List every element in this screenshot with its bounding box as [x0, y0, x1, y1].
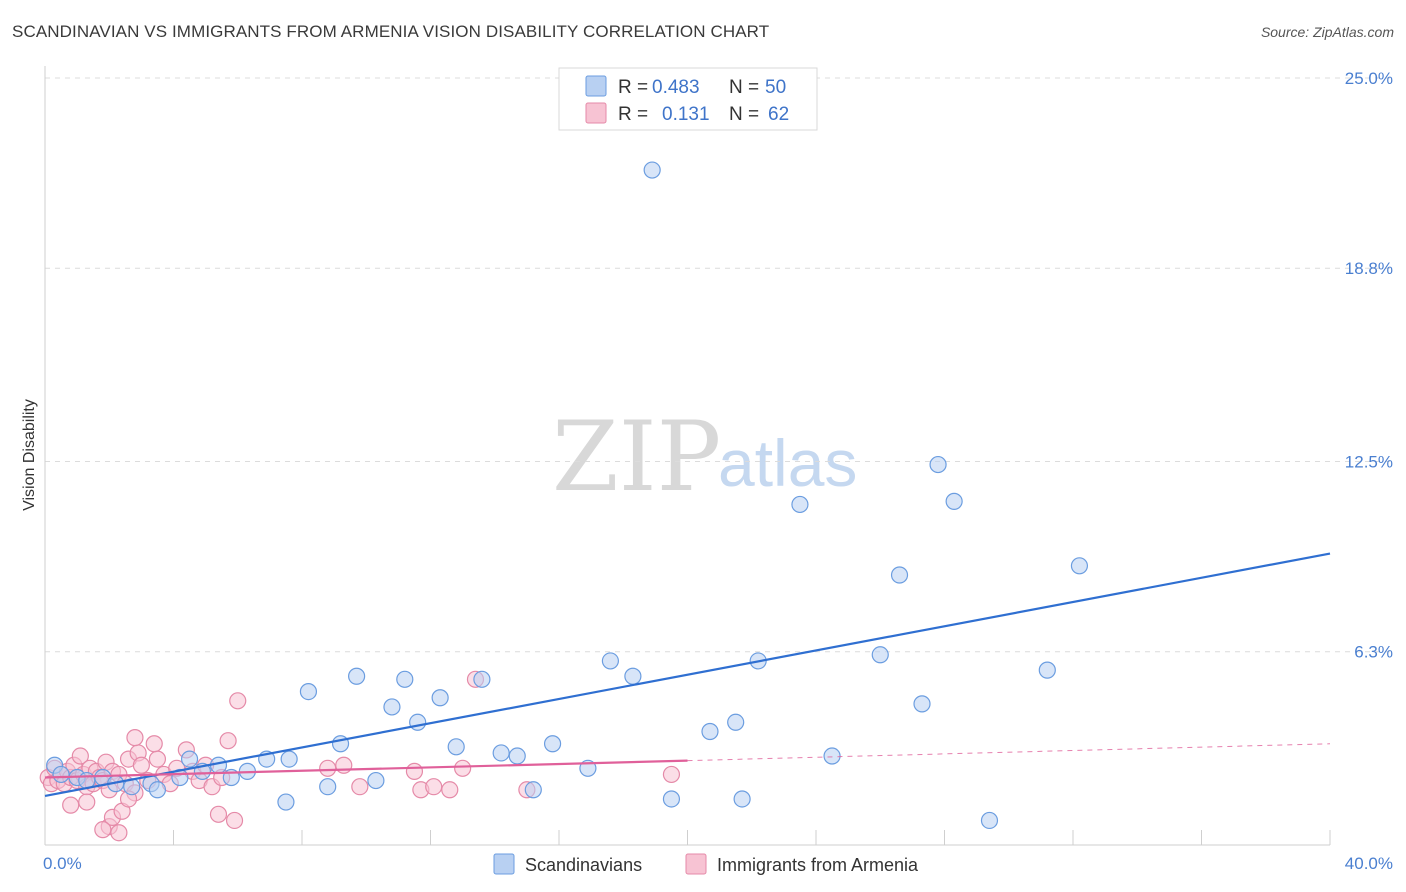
point-scandinavians-21	[348, 667, 366, 685]
y-tick-label-2: 18.8%	[1345, 259, 1393, 278]
point-scandinavians-38	[701, 722, 719, 741]
point-scandinavians-10	[180, 750, 199, 768]
point-armenia-26	[78, 793, 96, 811]
point-scandinavians-23	[383, 698, 401, 716]
point-scandinavians-47	[929, 455, 947, 474]
y-tick-labels: 6.3% 12.5% 18.8% 25.0%	[1345, 69, 1393, 662]
legend-r-label-1: R =	[618, 104, 648, 125]
grid	[45, 77, 1390, 653]
point-scandinavians-34	[601, 652, 620, 670]
point-scandinavians-50	[1038, 661, 1056, 679]
point-armenia-10	[71, 747, 89, 765]
point-armenia-31	[110, 824, 128, 842]
legend-n-value-1: 62	[768, 104, 789, 125]
point-scandinavians-27	[447, 738, 465, 756]
point-armenia-55	[405, 762, 424, 780]
bottom-legend-label-armenia: Immigrants from Armenia	[717, 855, 919, 875]
point-scandinavians-35	[624, 667, 642, 685]
watermark: ZIP atlas	[552, 401, 857, 513]
legend-n-label-1: N =	[729, 104, 759, 125]
point-armenia-36	[148, 750, 167, 768]
point-scandinavians-28	[473, 670, 491, 688]
point-scandinavians-39	[727, 713, 745, 731]
point-armenia-48	[219, 732, 237, 750]
point-scandinavians-31	[524, 781, 542, 799]
y-tick-label-1: 12.5%	[1345, 453, 1393, 472]
point-armenia-58	[441, 781, 459, 799]
y-axis-label: Vision Disability	[21, 399, 38, 511]
point-armenia-49	[229, 692, 247, 710]
point-scandinavians-45	[890, 566, 909, 584]
data-points	[39, 161, 1089, 842]
x-tick-label-1: 40.0%	[1345, 854, 1393, 873]
bottom-legend-swatch-scandinavians	[493, 853, 515, 875]
bottom-legend-swatch-armenia	[685, 853, 707, 875]
bottom-legend-label-scandinavians: Scandinavians	[525, 855, 642, 875]
point-scandinavians-37	[662, 790, 681, 808]
point-armenia-52	[319, 759, 337, 777]
point-scandinavians-43	[823, 747, 841, 765]
axes	[44, 66, 1331, 846]
trend-line-armenia	[44, 759, 688, 779]
legend-n-value-0: 50	[765, 77, 786, 98]
point-armenia-41	[145, 735, 163, 753]
point-scandinavians-19	[319, 778, 337, 796]
point-scandinavians-48	[945, 492, 963, 510]
point-scandinavians-24	[396, 670, 414, 688]
legend-swatch-scandinavians	[585, 75, 607, 97]
point-scandinavians-8	[148, 781, 167, 799]
point-scandinavians-22	[367, 771, 385, 790]
point-armenia-25	[62, 796, 80, 814]
point-armenia-62	[662, 765, 681, 784]
point-scandinavians-32	[543, 735, 562, 753]
point-scandinavians-40	[733, 790, 751, 808]
point-scandinavians-30	[508, 747, 526, 765]
point-armenia-59	[454, 759, 472, 777]
point-armenia-30	[94, 821, 112, 839]
legend-r-value-0: 0.483	[652, 77, 700, 98]
point-armenia-57	[425, 778, 443, 796]
point-scandinavians-44	[871, 646, 889, 664]
point-armenia-54	[351, 778, 369, 796]
legend-swatch-armenia	[585, 102, 607, 124]
point-scandinavians-42	[791, 495, 809, 514]
point-armenia-34	[132, 756, 150, 774]
point-armenia-40	[126, 729, 144, 747]
watermark-atlas: atlas	[718, 426, 857, 500]
point-scandinavians-16	[277, 793, 295, 811]
x-tick-label-0: 0.0%	[43, 854, 82, 873]
point-scandinavians-18	[299, 682, 318, 701]
y-tick-label-3: 25.0%	[1345, 69, 1393, 88]
point-scandinavians-25	[409, 713, 427, 731]
chart-title: SCANDINAVIAN VS IMMIGRANTS FROM ARMENIA …	[12, 22, 770, 41]
trend-lines	[44, 552, 1331, 797]
point-scandinavians-36	[643, 161, 661, 179]
legend-box: R = 0.483 N = 50 R = 0.131 N = 62	[558, 67, 818, 131]
point-scandinavians-17	[280, 750, 298, 768]
source-credit: Source: ZipAtlas.com	[1260, 24, 1394, 40]
legend-n-label-0: N =	[729, 77, 759, 98]
point-scandinavians-46	[913, 695, 931, 713]
y-tick-label-0: 6.3%	[1354, 643, 1393, 662]
legend-r-label-0: R =	[618, 77, 648, 98]
point-scandinavians-1	[52, 765, 70, 784]
point-armenia-50	[209, 805, 228, 823]
trend-line-armenia-extension	[687, 743, 1331, 762]
point-scandinavians-29	[492, 744, 510, 762]
point-scandinavians-49	[980, 811, 999, 830]
trend-line-scandinavians	[44, 552, 1331, 797]
bottom-legend: Scandinavians Immigrants from Armenia	[493, 853, 919, 875]
point-armenia-51	[225, 811, 244, 830]
legend-r-value-1: 0.131	[662, 104, 710, 125]
point-scandinavians-26	[431, 689, 449, 707]
watermark-zip: ZIP	[552, 401, 721, 513]
point-scandinavians-51	[1070, 557, 1089, 575]
x-tick-labels: 0.0% 40.0%	[43, 854, 1393, 873]
